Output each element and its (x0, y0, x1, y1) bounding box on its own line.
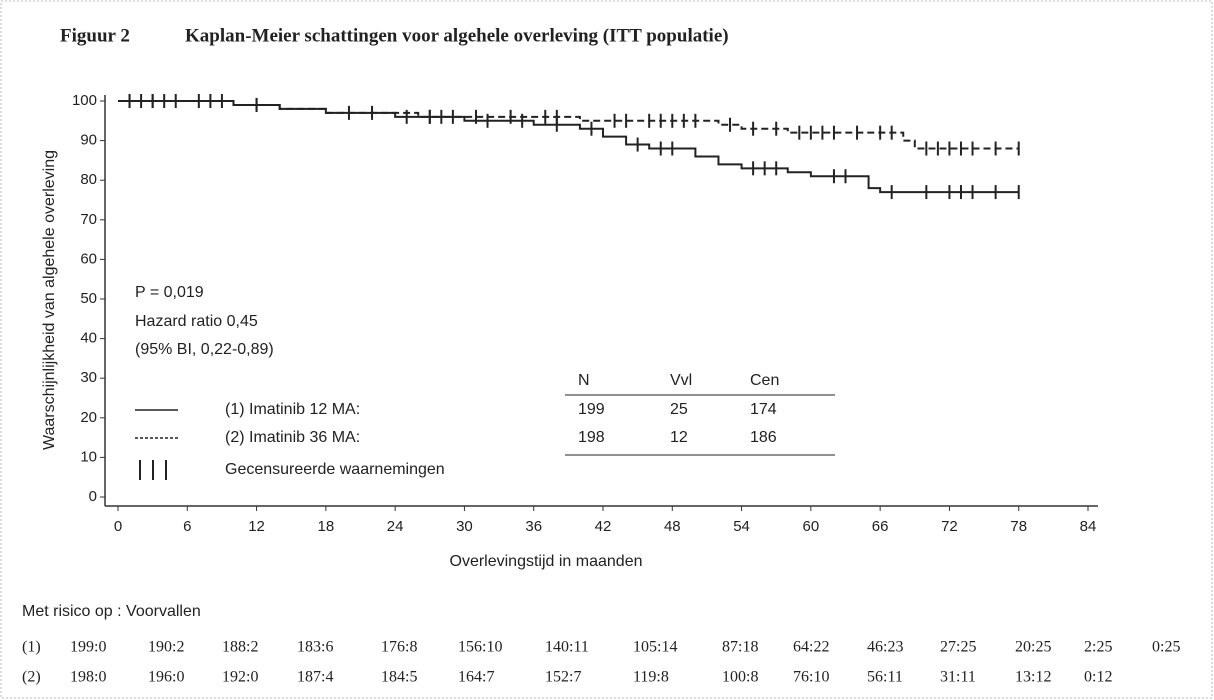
censor-symbol (139, 460, 167, 480)
legend-label: (2) Imatinib 36 MA: (225, 429, 360, 446)
table-header: Cen (750, 372, 779, 389)
figure-label: Figuur 2 (60, 25, 130, 46)
x-tick-label: 42 (595, 518, 612, 535)
risk-title: Met risico op : Voorvallen (22, 603, 201, 620)
y-tick-label: 10 (80, 448, 97, 465)
y-tick-label: 0 (89, 488, 97, 505)
table-cell: 199 (578, 401, 605, 418)
legend-label: (1) Imatinib 12 MA: (225, 401, 360, 418)
risk-cell: 184:5 (381, 669, 417, 686)
risk-cell: 156:10 (458, 639, 502, 656)
table-cell: 174 (750, 401, 777, 418)
y-axis-label: Waarschijnlijkheid van algehele overlevi… (41, 150, 58, 450)
x-tick-label: 60 (803, 518, 820, 535)
table-header: N (578, 372, 590, 389)
x-tick-label: 18 (318, 518, 335, 535)
y-tick-label: 60 (80, 250, 97, 267)
risk-cell: 0:12 (1084, 669, 1112, 686)
x-tick-label: 66 (872, 518, 889, 535)
annotation: Hazard ratio 0,45 (135, 313, 258, 330)
risk-cell: 27:25 (940, 639, 976, 656)
risk-cell: 13:12 (1015, 669, 1051, 686)
y-tick-label: 40 (80, 330, 97, 347)
table-cell: 186 (750, 429, 777, 446)
annotation: (95% BI, 0,22-0,89) (135, 341, 274, 358)
x-tick-label: 36 (525, 518, 542, 535)
risk-cell: 176:8 (381, 639, 417, 656)
x-tick-label: 0 (114, 518, 122, 535)
x-tick-label: 84 (1080, 518, 1097, 535)
x-tick-label: 6 (183, 518, 191, 535)
y-tick-label: 90 (80, 132, 97, 149)
risk-cell: 105:14 (633, 639, 677, 656)
y-tick-label: 50 (80, 290, 97, 307)
risk-cell: 87:18 (722, 639, 758, 656)
risk-cell: 0:25 (1152, 639, 1180, 656)
risk-cell: 188:2 (222, 639, 258, 656)
risk-row-label: (1) (22, 639, 41, 656)
x-tick-label: 30 (456, 518, 473, 535)
y-tick-label: 30 (80, 369, 97, 386)
table-cell: 12 (670, 429, 688, 446)
survival-curve (118, 100, 1019, 194)
x-tick-label: 24 (387, 518, 404, 535)
risk-cell: 192:0 (222, 669, 258, 686)
risk-cell: 196:0 (148, 669, 184, 686)
table-cell: 25 (670, 401, 688, 418)
x-tick-label: 54 (733, 518, 750, 535)
risk-cell: 100:8 (722, 669, 758, 686)
x-tick-label: 72 (941, 518, 958, 535)
x-tick-label: 48 (664, 518, 681, 535)
annotation: P = 0,019 (135, 284, 204, 301)
risk-cell: 119:8 (633, 669, 669, 686)
x-axis-label: Overlevingstijd in maanden (450, 553, 643, 570)
table-header: Vvl (670, 372, 692, 389)
table-cell: 198 (578, 429, 605, 446)
risk-cell: 199:0 (70, 639, 106, 656)
risk-cell: 190:2 (148, 639, 184, 656)
y-tick-label: 20 (80, 409, 97, 426)
risk-cell: 152:7 (545, 669, 581, 686)
risk-cell: 198:0 (70, 669, 106, 686)
risk-cell: 183:6 (297, 639, 333, 656)
legend-label: Gecensureerde waarnemingen (225, 461, 445, 478)
y-tick-label: 70 (80, 211, 97, 228)
risk-cell: 164:7 (458, 669, 494, 686)
risk-row-label: (2) (22, 669, 41, 686)
risk-cell: 31:11 (940, 669, 976, 686)
risk-cell: 56:11 (867, 669, 903, 686)
risk-cell: 2:25 (1084, 639, 1112, 656)
risk-cell: 140:11 (545, 639, 589, 656)
y-tick-label: 80 (80, 171, 97, 188)
x-tick-label: 12 (248, 518, 265, 535)
x-tick-label: 78 (1010, 518, 1027, 535)
risk-cell: 20:25 (1015, 639, 1051, 656)
chart-title: Kaplan-Meier schattingen voor algehele o… (185, 25, 729, 46)
risk-cell: 187:4 (297, 669, 333, 686)
risk-cell: 46:23 (867, 639, 903, 656)
risk-cell: 76:10 (793, 669, 829, 686)
risk-cell: 64:22 (793, 639, 829, 656)
y-tick-label: 100 (72, 92, 97, 109)
